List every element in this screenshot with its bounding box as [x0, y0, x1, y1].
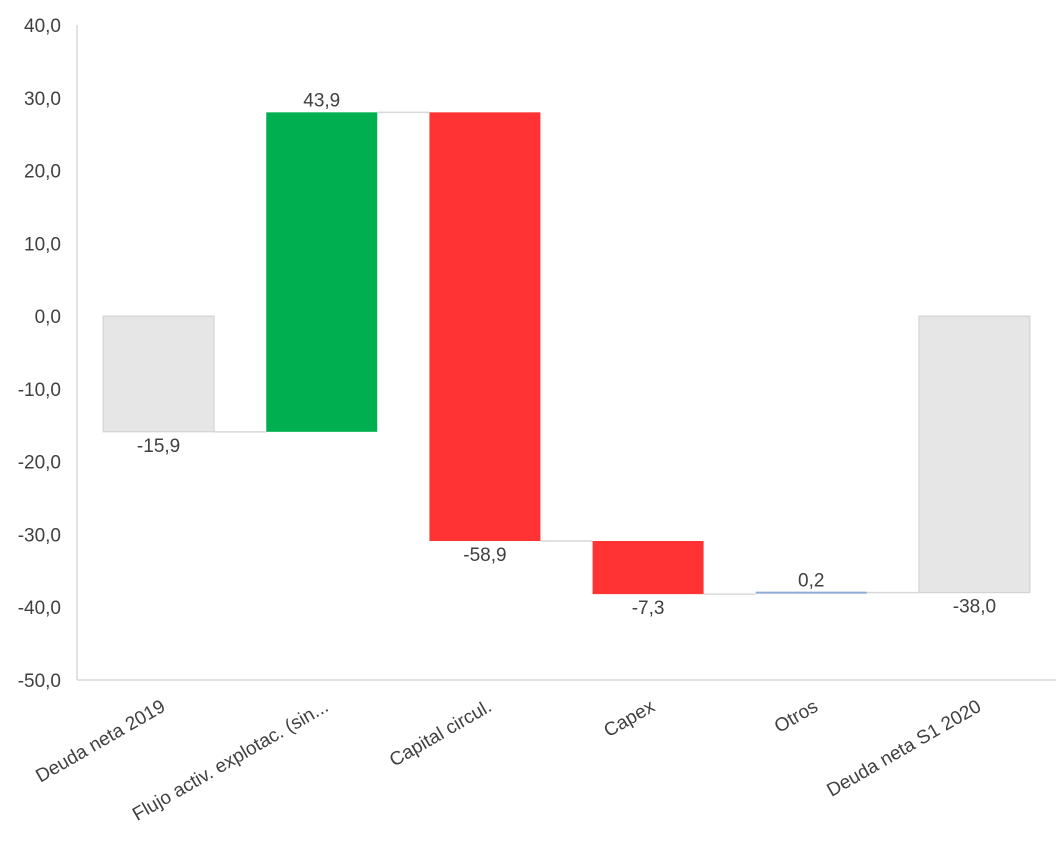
bars [103, 112, 1030, 594]
y-tick-labels: 40,0 30,0 20,0 10,0 0,0 -10,0 -20,0 -30,0 -40,0 -… [18, 16, 61, 692]
bar-capital-circul [429, 112, 540, 541]
y-tick-label: 40,0 [24, 16, 61, 37]
y-tick-label: 30,0 [24, 89, 61, 110]
y-tick-label: -10,0 [18, 380, 61, 401]
category-label-deuda-neta-s1-2020: Deuda neta S1 2020 [823, 696, 984, 801]
data-label-deuda-neta-s1-2020: -38,0 [953, 597, 996, 618]
data-label-deuda-neta-2019: -15,9 [137, 436, 180, 457]
bar-deuda-neta-s1-2020 [919, 316, 1030, 593]
y-tick-label: -50,0 [18, 671, 61, 692]
bar-deuda-neta-2019 [103, 316, 214, 432]
bar-otros [756, 592, 867, 594]
bar-flujo-activ-explotac-sin [266, 112, 377, 431]
category-label-capex: Capex [601, 696, 659, 742]
category-label-deuda-neta-2019: Deuda neta 2019 [32, 696, 169, 787]
data-label-capital-circul: -58,9 [463, 545, 506, 566]
y-tick-label: -20,0 [18, 453, 61, 474]
data-label-capex: -7,3 [632, 598, 665, 619]
y-tick-label: 0,0 [35, 307, 61, 328]
y-tick-label: -40,0 [18, 598, 61, 619]
axes [77, 25, 1056, 680]
y-tick-label: 20,0 [24, 162, 61, 183]
data-label-flujo-activ-explotac-sin: 43,9 [303, 90, 340, 111]
bar-capex [593, 541, 704, 594]
data-label-otros: 0,2 [798, 571, 824, 592]
y-tick-label: -30,0 [18, 525, 61, 546]
y-tick-label: 10,0 [24, 234, 61, 255]
category-label-otros: Otros [771, 696, 822, 737]
data-labels: -15,9 43,9 -58,9 -7,3 0,2 -38,0 [137, 90, 996, 619]
category-label-capital-circul: Capital circul. [386, 696, 495, 771]
